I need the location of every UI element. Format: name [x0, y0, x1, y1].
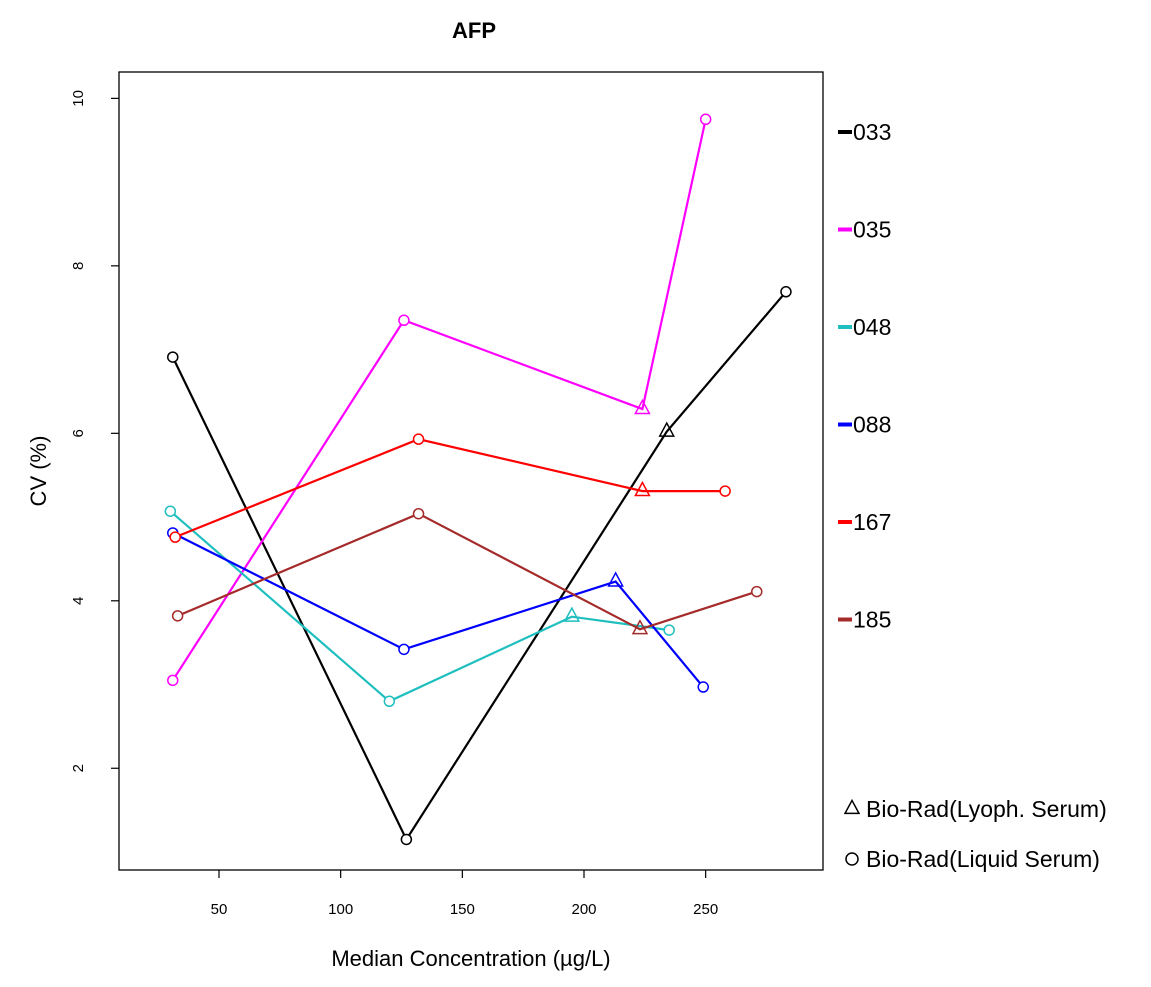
y-axis-label: CV (%) [26, 436, 51, 507]
y-tick-label: 2 [70, 764, 87, 772]
chart-title: AFP [452, 18, 496, 43]
legend-label-185: 185 [853, 607, 891, 633]
legend-marker-label: Bio-Rad(Lyoph. Serum) [866, 796, 1107, 822]
series-layer [164, 113, 792, 846]
series-167 [169, 433, 731, 543]
series-088 [167, 527, 709, 693]
series-033 [167, 286, 792, 846]
legend-marker-label: Bio-Rad(Liquid Serum) [866, 846, 1100, 872]
x-tick-label: 100 [328, 901, 353, 918]
legend-circle-symbol [845, 852, 859, 866]
data-point-circle [780, 286, 792, 298]
data-point-triangle [607, 571, 624, 587]
data-point-triangle [634, 480, 651, 497]
legend-label-035: 035 [853, 217, 891, 243]
data-point-circle [398, 314, 410, 327]
legend-triangle-symbol [843, 798, 861, 815]
data-point-circle [171, 610, 184, 622]
y-tick-label: 10 [70, 90, 87, 107]
data-point-circle [697, 681, 709, 693]
data-point-circle [699, 113, 712, 126]
data-point-triangle [658, 421, 675, 437]
data-point-triangle [563, 606, 581, 622]
data-point-circle [164, 505, 177, 517]
x-tick-label: 250 [693, 901, 718, 918]
data-point-circle [751, 585, 763, 598]
series-line-167 [174, 438, 726, 539]
y-axis: 2 4 6 8 10 [70, 90, 119, 772]
series-035 [167, 113, 712, 687]
data-point-circle [412, 507, 425, 520]
series-line-033 [171, 291, 787, 842]
x-tick-label: 200 [571, 901, 596, 918]
data-point-circle [167, 351, 179, 363]
series-line-088 [172, 531, 705, 688]
data-point-circle [167, 674, 179, 687]
data-point-circle [169, 531, 181, 543]
series-line-035 [171, 119, 707, 681]
legend-label-048: 048 [853, 314, 891, 340]
x-axis: 50 100 150 200 250 [211, 870, 718, 918]
series-185 [171, 507, 763, 635]
data-point-circle [383, 695, 396, 708]
x-tick-label: 150 [450, 901, 475, 918]
series-line-185 [177, 512, 758, 631]
legend-label-088: 088 [853, 412, 891, 438]
plot-area [118, 71, 824, 871]
data-point-circle [663, 624, 675, 636]
data-point-circle [719, 485, 731, 497]
data-point-triangle [631, 619, 649, 635]
legend-label-033: 033 [853, 119, 891, 145]
x-tick-label: 50 [211, 901, 228, 918]
legend-label-167: 167 [853, 509, 891, 535]
legend: 033 035 048 088 167 185 Bio-Rad(Lyoph. Serum) B… [838, 119, 1107, 872]
series-048 [164, 505, 675, 708]
data-point-circle [412, 433, 425, 445]
y-tick-label: 8 [70, 262, 87, 270]
data-point-circle [398, 643, 410, 656]
data-point-triangle [634, 398, 651, 415]
x-axis-label: Median Concentration (µg/L) [331, 946, 610, 971]
data-point-circle [400, 833, 413, 846]
y-tick-label: 4 [70, 597, 87, 605]
y-tick-label: 6 [70, 429, 87, 437]
series-line-048 [169, 510, 670, 703]
